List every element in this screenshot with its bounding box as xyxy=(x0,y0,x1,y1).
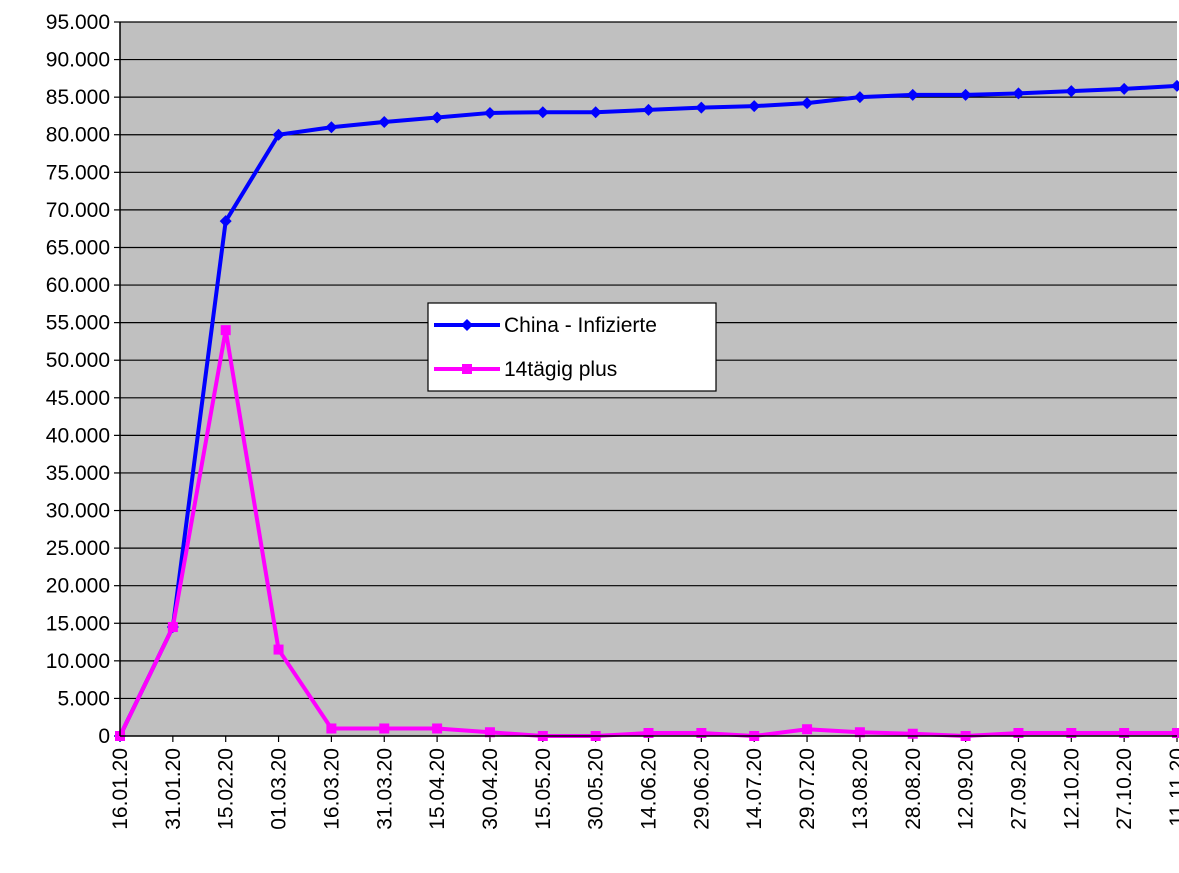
data-point xyxy=(220,325,231,336)
y-tick-label: 75.000 xyxy=(46,161,110,184)
data-point xyxy=(906,88,919,101)
y-tick-label: 90.000 xyxy=(46,49,110,72)
data-point xyxy=(483,106,496,119)
legend-box xyxy=(427,302,717,392)
legend-swatch-marker xyxy=(462,364,472,374)
data-point xyxy=(802,724,813,735)
x-tick-label: 16.01.20 xyxy=(109,748,132,830)
y-tick-label: 70.000 xyxy=(46,199,110,222)
y-tick-label: 55.000 xyxy=(46,312,110,335)
data-point xyxy=(1172,727,1179,738)
data-point xyxy=(643,727,654,738)
data-point xyxy=(854,727,865,738)
x-tick-label: 29.07.20 xyxy=(796,748,819,830)
data-point xyxy=(959,88,972,101)
y-axis-tick-labels: 0 5.000 10.000 15.000 20.000 25.000 30.000 35.0… xyxy=(46,11,120,748)
x-tick-label: 14.06.20 xyxy=(638,748,661,830)
x-tick-label: 11.11.20 xyxy=(1166,748,1179,827)
data-point xyxy=(432,723,443,734)
data-point xyxy=(907,728,918,739)
x-tick-label: 16.03.20 xyxy=(320,748,343,830)
data-point xyxy=(536,106,549,119)
data-point xyxy=(1119,727,1130,738)
legend-label: 14tägig plus xyxy=(504,358,617,381)
x-tick-label: 12.10.20 xyxy=(1060,748,1083,830)
y-tick-label: 95.000 xyxy=(46,11,110,34)
y-tick-label: 35.000 xyxy=(46,462,110,485)
series-14taegig-plus xyxy=(115,325,1179,741)
data-point xyxy=(1171,79,1179,92)
y-tick-label: 60.000 xyxy=(46,274,110,297)
axes xyxy=(119,22,1177,737)
x-tick-label: 01.03.20 xyxy=(268,748,291,830)
data-point xyxy=(801,97,814,110)
y-tick-label: 85.000 xyxy=(46,86,110,109)
y-tick-label: 20.000 xyxy=(46,575,110,598)
series-layer xyxy=(114,79,1179,742)
x-tick-label: 14.07.20 xyxy=(743,748,766,830)
y-tick-label: 15.000 xyxy=(46,612,110,635)
x-tick-label: 12.09.20 xyxy=(955,748,978,830)
data-point xyxy=(167,622,178,633)
y-tick-label: 50.000 xyxy=(46,349,110,372)
data-point xyxy=(1118,82,1131,95)
y-tick-label: 30.000 xyxy=(46,500,110,523)
y-tick-label: 80.000 xyxy=(46,124,110,147)
data-point xyxy=(378,115,391,128)
legend-item: 14tägig plus xyxy=(434,358,617,381)
x-tick-label: 13.08.20 xyxy=(849,748,872,830)
y-tick-label: 25.000 xyxy=(46,537,110,560)
data-point xyxy=(219,215,232,228)
data-point xyxy=(272,128,285,141)
data-point xyxy=(1013,727,1024,738)
legend-swatch-marker xyxy=(461,319,473,331)
data-point xyxy=(696,727,707,738)
data-point xyxy=(273,644,284,655)
data-point xyxy=(589,106,602,119)
series-china-infizierte xyxy=(114,79,1179,742)
data-point xyxy=(642,103,655,116)
y-tick-label: 40.000 xyxy=(46,424,110,447)
data-point xyxy=(695,101,708,114)
data-point xyxy=(484,727,495,738)
y-tick-label: 5.000 xyxy=(57,687,110,710)
legend: China - Infizierte 14tägig plus xyxy=(427,302,717,392)
x-tick-label: 27.09.20 xyxy=(1007,748,1030,830)
y-tick-label: 10.000 xyxy=(46,650,110,673)
data-point xyxy=(431,111,444,124)
x-tick-label: 27.10.20 xyxy=(1113,748,1136,830)
x-tick-label: 30.05.20 xyxy=(585,748,608,830)
x-tick-label: 15.04.20 xyxy=(426,748,449,830)
x-tick-label: 29.06.20 xyxy=(690,748,713,830)
x-tick-label: 15.05.20 xyxy=(532,748,555,830)
y-tick-label: 45.000 xyxy=(46,387,110,410)
data-point xyxy=(1012,87,1025,100)
y-tick-label: 65.000 xyxy=(46,236,110,259)
data-point xyxy=(1066,727,1077,738)
x-tick-label: 30.04.20 xyxy=(479,748,502,830)
data-point xyxy=(379,723,390,734)
x-tick-label: 31.01.20 xyxy=(162,748,185,830)
x-tick-label: 31.03.20 xyxy=(373,748,396,830)
data-point xyxy=(1065,85,1078,98)
data-point xyxy=(325,121,338,134)
x-tick-label: 28.08.20 xyxy=(902,748,925,830)
data-point xyxy=(748,100,761,113)
legend-item: China - Infizierte xyxy=(434,314,657,337)
data-point xyxy=(853,91,866,104)
y-tick-label: 0 xyxy=(98,725,110,748)
x-tick-label: 15.02.20 xyxy=(215,748,238,830)
legend-label: China - Infizierte xyxy=(504,314,657,337)
data-point xyxy=(326,723,337,734)
x-axis-tick-labels: 16.01.20 31.01.20 15.02.20 01.03.20 16.03.20… xyxy=(109,736,1179,830)
